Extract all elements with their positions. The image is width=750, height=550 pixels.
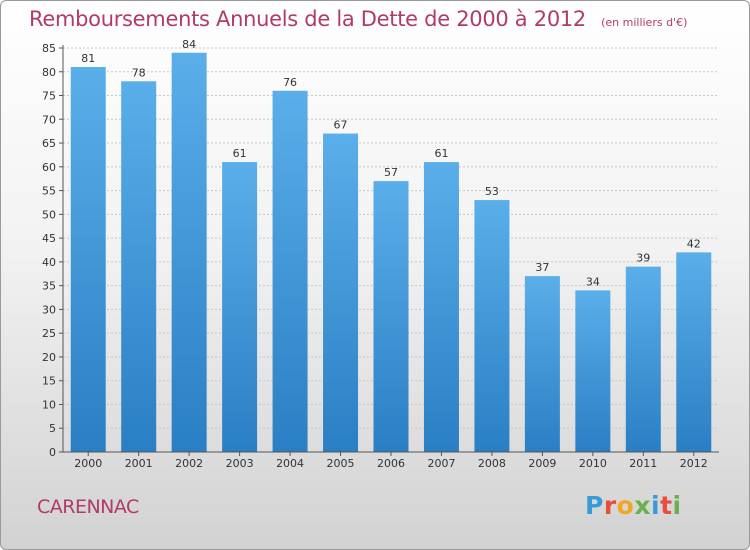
- data-label-2001: 78: [132, 66, 146, 79]
- y-tick-label: 45: [42, 232, 56, 245]
- x-tick-label-2005: 2005: [327, 457, 355, 470]
- y-tick-label: 80: [42, 66, 56, 79]
- y-tick-label: 25: [42, 327, 56, 340]
- bar-2007: [423, 162, 459, 452]
- labels: 0 5 10 15 20 25 30 35 40 45 50 55 60 65 70 75 80 85 81 2000…: [42, 38, 708, 470]
- y-tick-label: 5: [49, 422, 56, 435]
- x-tick-label-2002: 2002: [175, 457, 203, 470]
- data-label-2005: 67: [334, 119, 348, 132]
- y-tick-label: 10: [42, 398, 56, 411]
- y-tick-label: 20: [42, 351, 56, 364]
- y-tick-label: 55: [42, 185, 56, 198]
- data-label-2006: 57: [384, 166, 398, 179]
- data-label-2002: 84: [182, 38, 196, 51]
- bar-2002: [171, 52, 207, 453]
- bar-2009: [524, 276, 560, 452]
- x-tick-label-2003: 2003: [226, 457, 254, 470]
- data-label-2004: 76: [283, 76, 297, 89]
- data-label-2007: 61: [434, 147, 448, 160]
- bar-2000: [70, 67, 106, 452]
- y-tick-label: 50: [42, 208, 56, 221]
- x-tick-label-2001: 2001: [125, 457, 153, 470]
- x-tick-label-2011: 2011: [629, 457, 657, 470]
- y-tick-label: 60: [42, 161, 56, 174]
- bar-2010: [575, 290, 611, 452]
- y-tick-label: 70: [42, 113, 56, 126]
- title-row: Remboursements Annuels de la Dette de 20…: [29, 7, 687, 31]
- y-tick-label: 75: [42, 90, 56, 103]
- bars: [70, 52, 712, 453]
- x-tick-label-2000: 2000: [74, 457, 102, 470]
- y-tick-label: 85: [42, 42, 56, 55]
- x-tick-label-2010: 2010: [579, 457, 607, 470]
- x-tick-label-2012: 2012: [680, 457, 708, 470]
- bar-2001: [121, 81, 157, 452]
- data-label-2012: 42: [687, 237, 701, 250]
- y-tick-label: 35: [42, 280, 56, 293]
- bar-2012: [676, 252, 712, 452]
- data-label-2011: 39: [636, 252, 650, 265]
- y-tick-label: 30: [42, 303, 56, 316]
- bar-2003: [222, 162, 258, 452]
- x-tick-label-2008: 2008: [478, 457, 506, 470]
- axes: [59, 45, 719, 456]
- x-tick-label-2009: 2009: [528, 457, 556, 470]
- bar-2011: [625, 266, 661, 452]
- x-tick-label-2006: 2006: [377, 457, 405, 470]
- data-label-2010: 34: [586, 275, 600, 288]
- y-tick-label: 40: [42, 256, 56, 269]
- y-tick-label: 0: [49, 446, 56, 459]
- data-label-2000: 81: [81, 52, 95, 65]
- bar-2005: [323, 133, 359, 452]
- x-tick-label-2004: 2004: [276, 457, 304, 470]
- proxiti-logo: Proxiti: [585, 491, 682, 520]
- chart-title: Remboursements Annuels de la Dette de 20…: [29, 7, 586, 31]
- chart-unit-note: (en milliers d'€): [601, 16, 688, 29]
- bar-2006: [373, 181, 409, 453]
- data-label-2003: 61: [233, 147, 247, 160]
- data-label-2009: 37: [535, 261, 549, 274]
- commune-name: CARENNAC: [37, 496, 139, 518]
- y-tick-label: 65: [42, 137, 56, 150]
- bar-2004: [272, 90, 308, 452]
- y-tick-label: 15: [42, 375, 56, 388]
- data-label-2008: 53: [485, 185, 499, 198]
- x-tick-label-2007: 2007: [427, 457, 455, 470]
- bar-2008: [474, 200, 510, 452]
